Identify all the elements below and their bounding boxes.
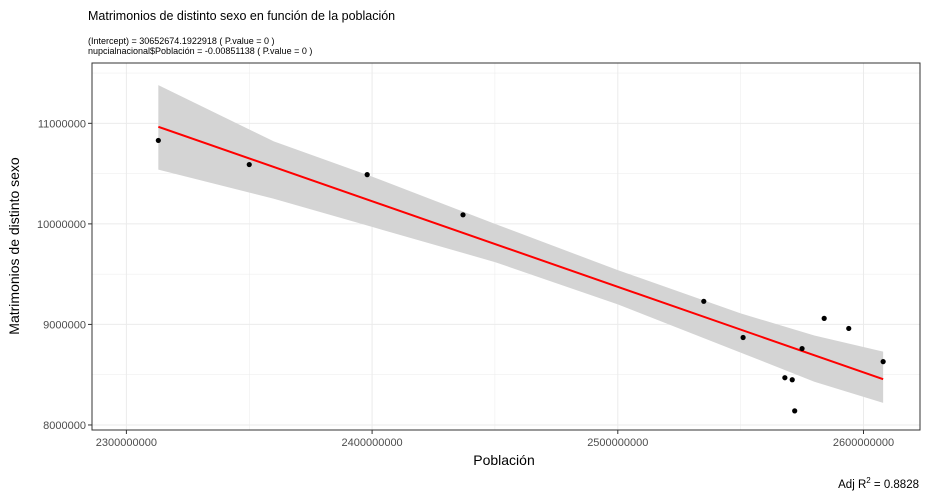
data-point xyxy=(246,161,252,168)
adj-r2-caption: Adj R2 = 0.8828 xyxy=(838,476,919,491)
x-axis: 2300000000 2400000000 2500000000 2600000000 xyxy=(96,430,894,449)
y-tick-label: 11000000 xyxy=(38,118,86,130)
y-axis-title: Matrimonios de distinto sexo xyxy=(6,157,22,335)
data-point xyxy=(789,377,795,383)
data-points xyxy=(155,137,886,414)
confidence-band xyxy=(158,85,884,403)
panel-border xyxy=(91,62,921,431)
chart-subtitle-line-2: nupcialnacional$Población = -0.00851138 … xyxy=(88,46,312,56)
data-point xyxy=(799,345,805,352)
adj-r2-value: = 0.8828 xyxy=(871,479,919,491)
data-point xyxy=(460,212,466,218)
y-tick-label: 9000000 xyxy=(43,319,86,331)
x-tick-label: 2400000000 xyxy=(342,437,403,449)
data-point xyxy=(792,408,798,414)
data-point xyxy=(846,325,852,332)
x-axis-title: Población xyxy=(473,452,535,468)
chart-title: Matrimonios de distinto sexo en función … xyxy=(88,9,395,23)
regression-line-layer xyxy=(158,125,884,381)
x-tick-label: 2500000000 xyxy=(587,437,648,449)
x-tick-label: 2300000000 xyxy=(96,437,157,449)
y-tick-label: 8000000 xyxy=(43,420,86,432)
y-axis: 8000000 9000000 10000000 11000000 xyxy=(37,118,92,432)
data-point xyxy=(782,375,788,381)
data-point xyxy=(740,334,746,341)
confidence-band-layer xyxy=(158,85,884,403)
regression-line xyxy=(158,125,884,381)
y-tick-label: 10000000 xyxy=(37,219,86,231)
x-tick-label: 2600000000 xyxy=(833,437,894,449)
chart-subtitle-line-1: (Intercept) = 30652674.1922918 ( P.value… xyxy=(88,36,274,46)
data-point xyxy=(880,359,886,365)
data-point xyxy=(701,298,707,304)
adj-r2-prefix: Adj R xyxy=(838,479,866,491)
adj-r2-sup: 2 xyxy=(866,476,871,485)
data-point xyxy=(821,315,827,321)
data-point xyxy=(364,172,370,178)
data-point xyxy=(155,137,161,144)
